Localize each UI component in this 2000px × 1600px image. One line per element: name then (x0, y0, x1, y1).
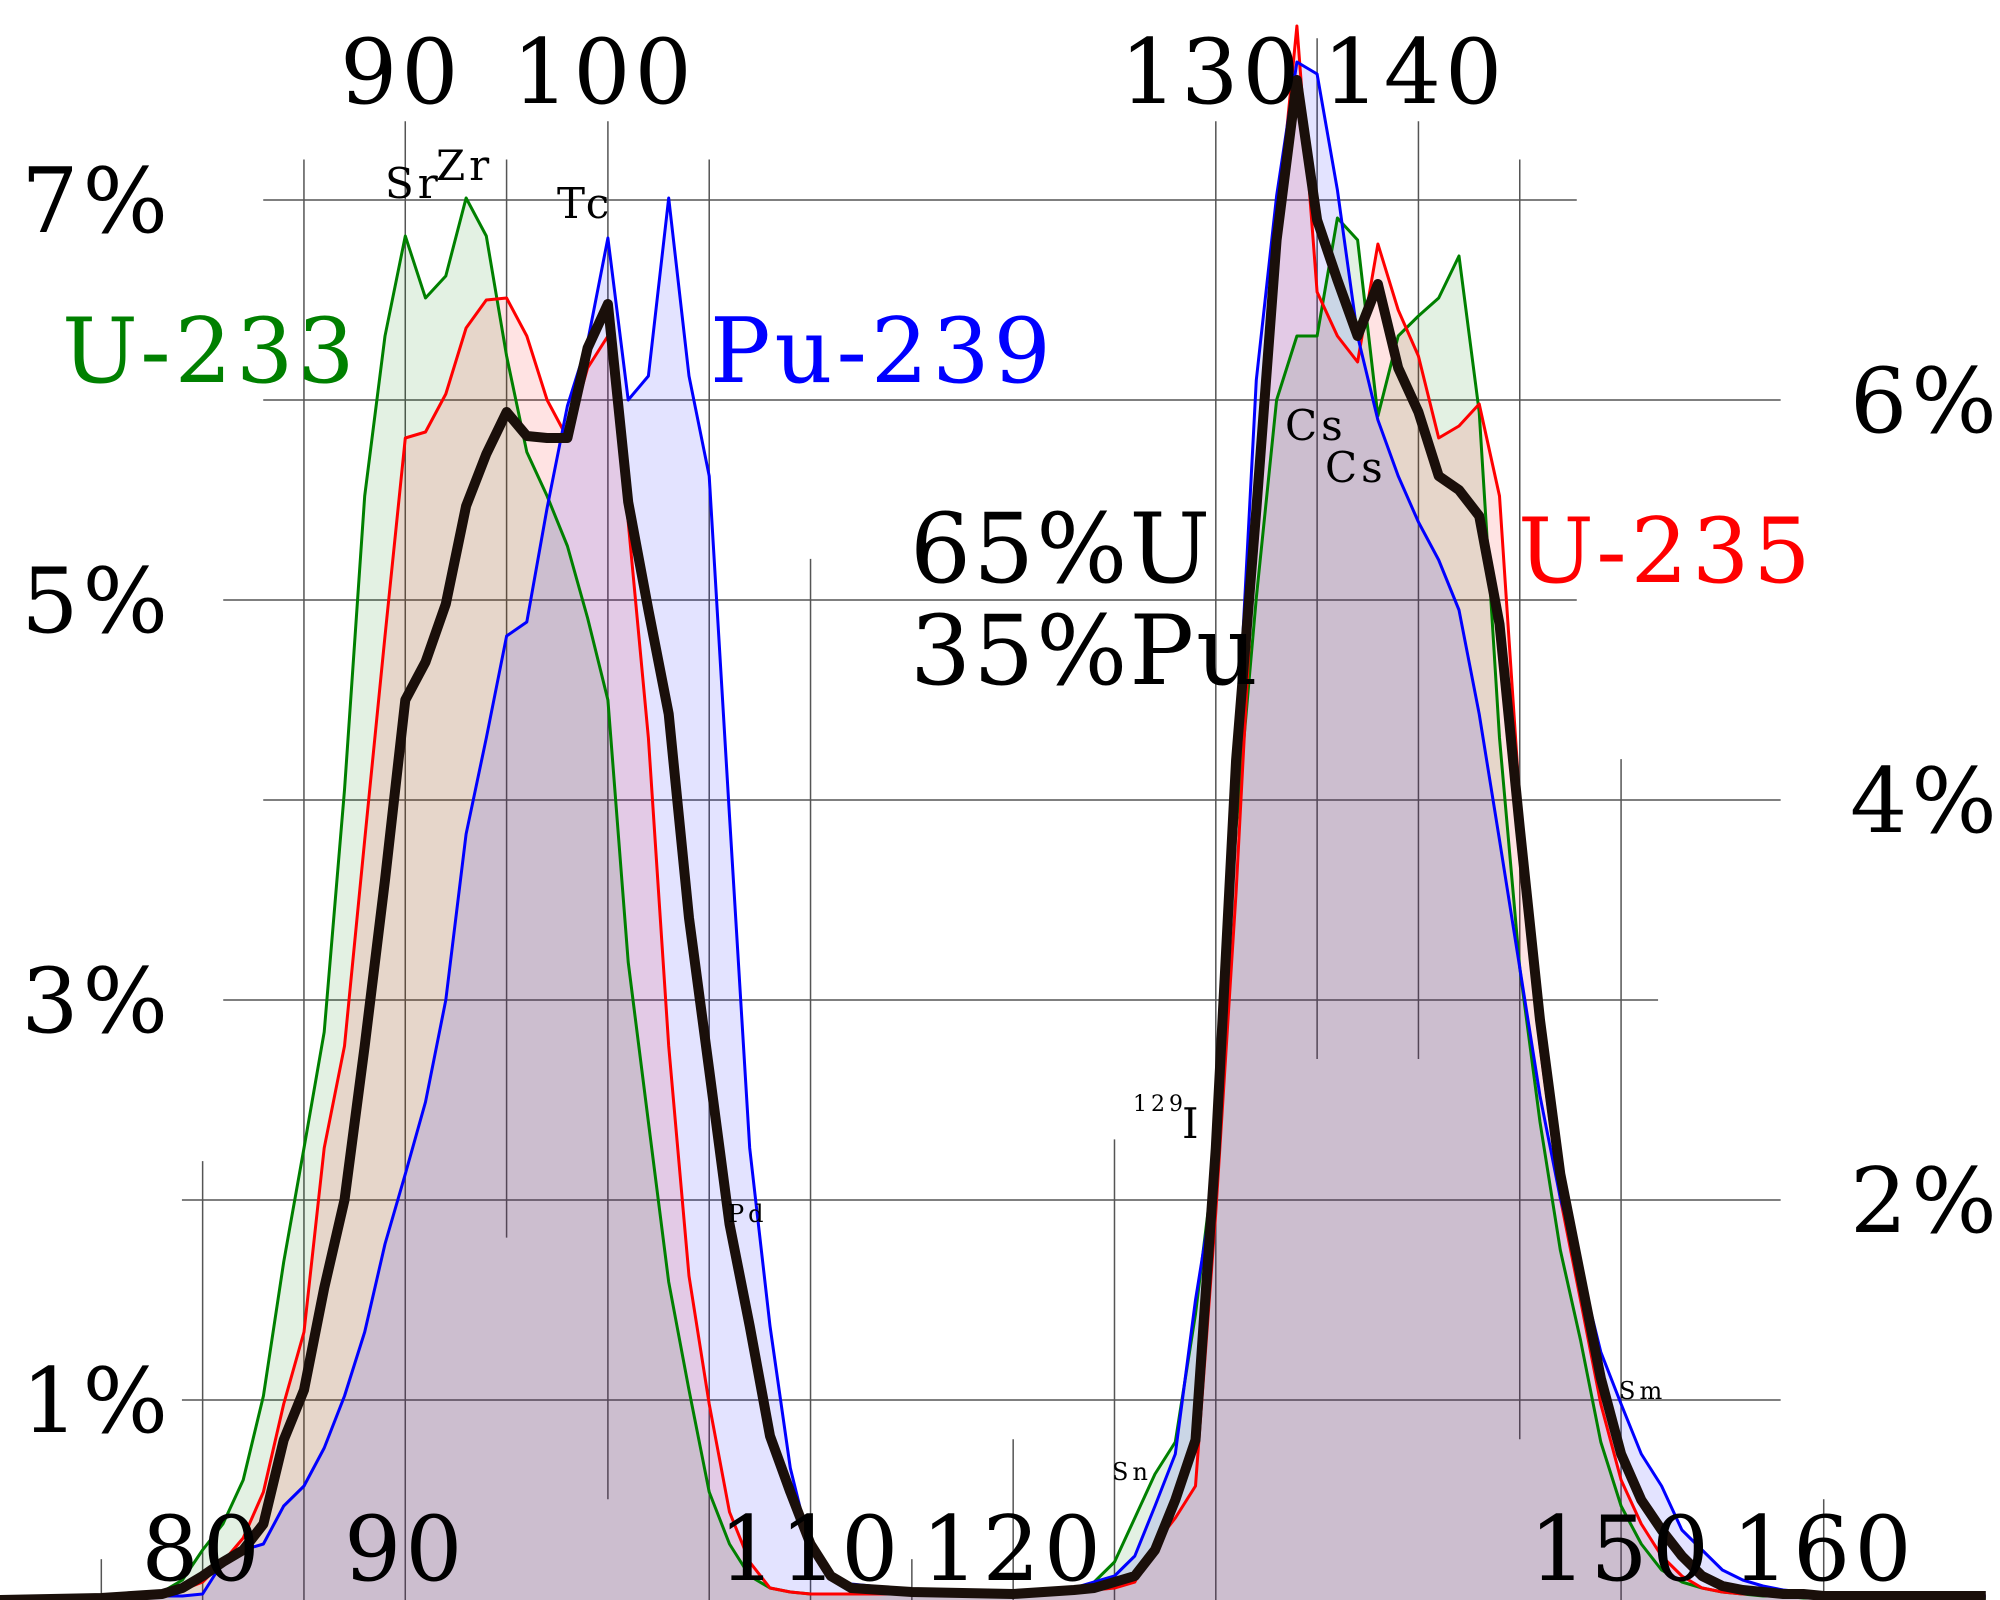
element-label: I (1182, 1099, 1203, 1148)
series-label: Pu-239 (710, 299, 1055, 404)
area (0, 26, 1986, 1600)
element-label: Sn (1112, 1458, 1152, 1486)
y2-tick-label: 2% (1850, 1149, 2000, 1254)
element-label: Cs (1325, 443, 1387, 492)
series-label: U-235 (1518, 499, 1814, 604)
element-label: Sr (385, 159, 442, 208)
element-label: Tc (557, 179, 613, 228)
annotation: 35%Pu (910, 595, 1260, 707)
element-label: 129 (1133, 1092, 1187, 1117)
area (0, 62, 1986, 1600)
x2-tick-label: 100 (512, 20, 696, 125)
y2-tick-label: 6% (1850, 349, 2000, 454)
line (0, 75, 1986, 1600)
y2-tick-label: 4% (1850, 749, 2000, 854)
area (0, 198, 1986, 1600)
x2-tick-label: 90 (340, 20, 463, 125)
annotation: 65%U (910, 493, 1212, 605)
x-tick-label: 80 (141, 1497, 264, 1600)
x-tick-label: 110 (719, 1497, 903, 1600)
lines (0, 24, 1986, 1600)
y-tick-label: 3% (21, 949, 172, 1054)
series-label: U-233 (62, 299, 358, 404)
x-tick-label: 150 (1529, 1497, 1713, 1600)
x-tick-label: 90 (344, 1497, 467, 1600)
x2-tick-label: 130 (1120, 20, 1304, 125)
y-tick-label: 5% (21, 549, 172, 654)
x-tick-label: 120 (921, 1497, 1105, 1600)
element-label: Zr (436, 141, 493, 190)
areas (0, 26, 1986, 1600)
x2-tick-label: 140 (1323, 20, 1507, 125)
element-label: Sm (1619, 1377, 1666, 1405)
element-label: Cs (1285, 401, 1347, 450)
x-tick-label: 160 (1732, 1497, 1916, 1600)
labels: 1% 3% 5% 7% 2% 4% 6% 80 90 110 120 150 160 90 100 130 14… (21, 20, 2000, 1600)
y-tick-label: 1% (21, 1349, 172, 1454)
y-tick-label: 7% (21, 149, 172, 254)
element-label: Pd (728, 1200, 768, 1228)
